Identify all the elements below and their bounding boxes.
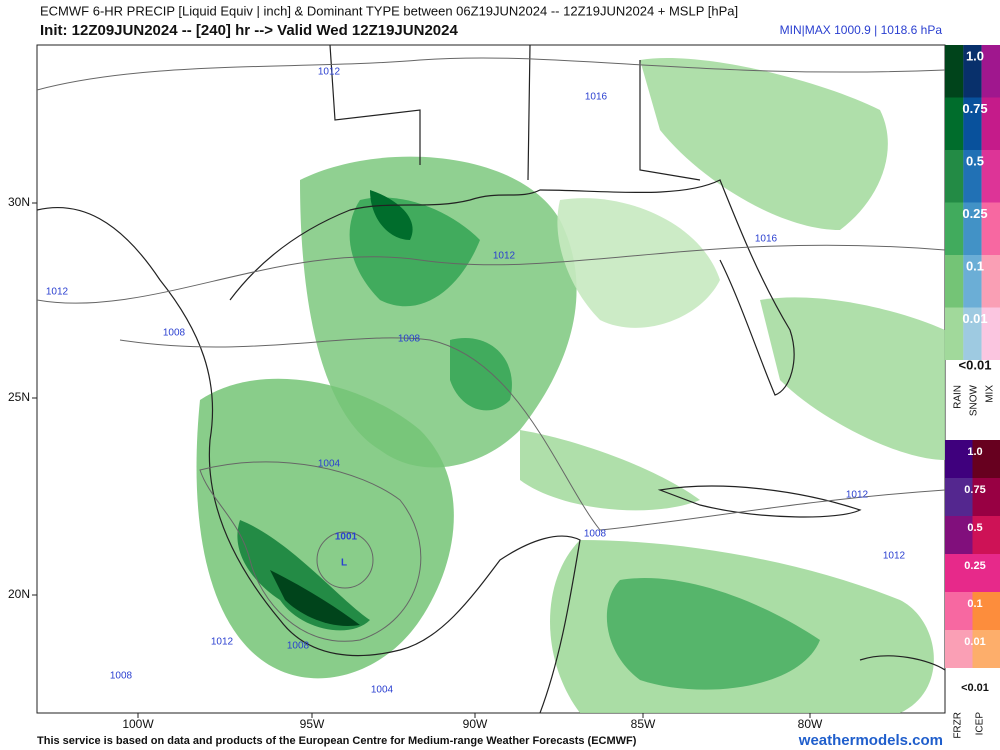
isobar-label: 1012 bbox=[318, 67, 341, 78]
legend-swatch bbox=[945, 440, 973, 478]
legend-swatch bbox=[945, 516, 973, 554]
legend-type: ICEP bbox=[975, 712, 986, 736]
isobar-label: 1008 bbox=[287, 641, 310, 652]
legend-swatch bbox=[981, 97, 1000, 150]
legend-type: RAIN bbox=[953, 385, 964, 409]
title: ECMWF 6-HR PRECIP [Liquid Equiv | inch] … bbox=[40, 3, 738, 18]
map bbox=[36, 44, 946, 714]
legend-swatch bbox=[963, 202, 982, 255]
legend-swatch bbox=[945, 307, 964, 360]
min-max: MIN|MAX 1000.9 | 1018.6 hPa bbox=[780, 23, 943, 37]
legend-swatch bbox=[981, 255, 1000, 308]
legend-level: 0.1 bbox=[966, 258, 984, 273]
legend-type: SNOW bbox=[969, 384, 980, 416]
isobar-label: 1008 bbox=[398, 334, 421, 345]
legend-level: 0.75 bbox=[962, 101, 987, 116]
legend-level: 0.1 bbox=[967, 598, 982, 610]
legend-level: 0.25 bbox=[964, 560, 985, 572]
legend-swatch bbox=[972, 478, 1000, 516]
isobar-label: L bbox=[341, 558, 347, 569]
isobar-label: 1001 bbox=[335, 532, 358, 543]
isobar-label: 1012 bbox=[883, 551, 906, 562]
isobar-label: 1012 bbox=[846, 490, 869, 501]
legend-level: 1.0 bbox=[966, 48, 984, 63]
precip bbox=[196, 58, 945, 713]
legend-type: FRZR bbox=[953, 712, 964, 739]
subtitle: Init: 12Z09JUN2024 -- [240] hr --> Valid… bbox=[40, 22, 458, 39]
lon-label: 90W bbox=[463, 717, 488, 731]
isobar-label: 1012 bbox=[46, 287, 69, 298]
legend-swatch bbox=[945, 150, 964, 203]
legend-swatch bbox=[981, 150, 1000, 203]
legend-swatch bbox=[981, 45, 1000, 98]
legend-swatch bbox=[972, 554, 1000, 592]
legend-swatch bbox=[945, 478, 973, 516]
lon-label: 85W bbox=[631, 717, 656, 731]
legend-swatch bbox=[945, 202, 964, 255]
legend-swatch bbox=[972, 592, 1000, 630]
isobar-label: 1008 bbox=[584, 529, 607, 540]
legend-level: 0.01 bbox=[962, 311, 987, 326]
legend-swatch bbox=[963, 150, 982, 203]
isobar-label: 1016 bbox=[585, 92, 608, 103]
legend-swatch bbox=[963, 255, 982, 308]
legend-swatch bbox=[972, 516, 1000, 554]
legend-swatch bbox=[945, 97, 964, 150]
legend-swatch bbox=[963, 45, 982, 98]
legend-type: MIX bbox=[985, 385, 996, 403]
isobar-label: 1004 bbox=[318, 459, 341, 470]
legend-swatch bbox=[972, 630, 1000, 668]
legend-swatch bbox=[945, 45, 964, 98]
legend-swatch bbox=[963, 307, 982, 360]
legend-swatch bbox=[981, 307, 1000, 360]
site: weathermodels.com bbox=[798, 732, 943, 749]
lat-label: 25N bbox=[8, 390, 30, 404]
lat-label: 20N bbox=[8, 587, 30, 601]
lon-label: 95W bbox=[300, 717, 325, 731]
legend-level: 1.0 bbox=[967, 446, 982, 458]
isobar-label: 1012 bbox=[211, 637, 234, 648]
isobar-label: 1008 bbox=[163, 328, 186, 339]
coastline bbox=[37, 45, 945, 713]
legend-below: <0.01 bbox=[959, 357, 992, 372]
lat-label: 30N bbox=[8, 195, 30, 209]
credit: This service is based on data and produc… bbox=[37, 735, 637, 747]
legend-swatch bbox=[945, 255, 964, 308]
legend-level: 0.25 bbox=[962, 206, 987, 221]
isobar-label: 1008 bbox=[110, 671, 133, 682]
legend-swatch bbox=[963, 97, 982, 150]
legend-swatch bbox=[945, 592, 973, 630]
legend-level: 0.01 bbox=[964, 636, 985, 648]
lon-label: 80W bbox=[798, 717, 823, 731]
legend-swatch bbox=[945, 630, 973, 668]
legend-level: 0.5 bbox=[966, 153, 984, 168]
legend-level: 0.75 bbox=[964, 484, 985, 496]
legend-below: <0.01 bbox=[961, 682, 989, 694]
legend-swatch bbox=[972, 440, 1000, 478]
isobar-label: 1012 bbox=[493, 251, 516, 262]
legend-swatch bbox=[981, 202, 1000, 255]
isobars bbox=[37, 57, 945, 642]
legend-swatch bbox=[945, 554, 973, 592]
isobar-label: 1004 bbox=[371, 685, 394, 696]
lon-label: 100W bbox=[122, 717, 154, 731]
isobar-label: 1016 bbox=[755, 234, 778, 245]
legend-level: 0.5 bbox=[967, 522, 982, 534]
